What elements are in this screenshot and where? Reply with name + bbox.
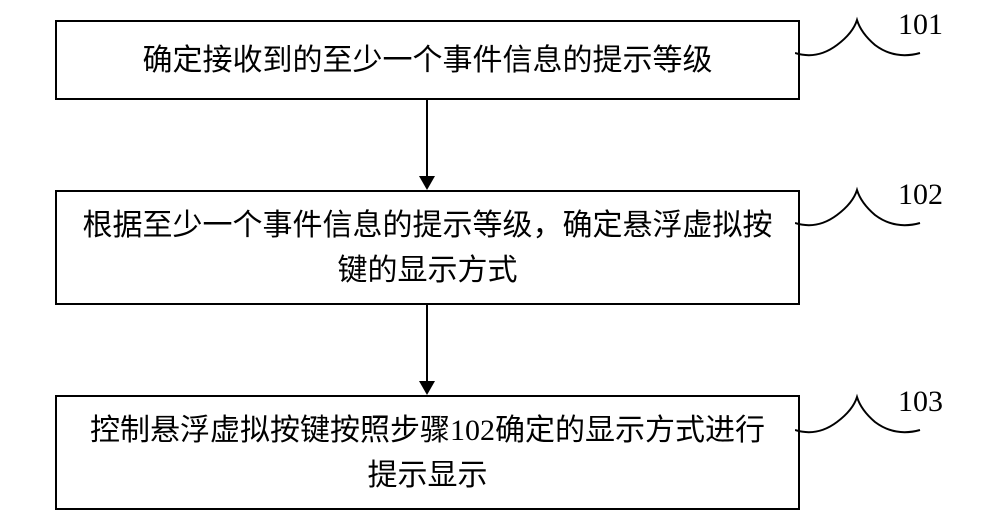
step-label-102: 102 <box>898 178 943 212</box>
flow-box-102: 根据至少一个事件信息的提示等级，确定悬浮虚拟按键的显示方式 <box>55 190 800 305</box>
arrow-head-2 <box>419 381 435 395</box>
flow-box-101-text: 确定接收到的至少一个事件信息的提示等级 <box>143 38 713 83</box>
flow-box-103-text: 控制悬浮虚拟按键按照步骤102确定的显示方式进行提示显示 <box>77 408 778 498</box>
flow-box-101: 确定接收到的至少一个事件信息的提示等级 <box>55 20 800 100</box>
step-label-101: 101 <box>898 8 943 42</box>
flow-box-102-text: 根据至少一个事件信息的提示等级，确定悬浮虚拟按键的显示方式 <box>77 203 778 293</box>
arrow-line-2 <box>426 305 428 381</box>
flow-box-103: 控制悬浮虚拟按键按照步骤102确定的显示方式进行提示显示 <box>55 395 800 510</box>
arrow-line-1 <box>426 100 428 176</box>
arrow-head-1 <box>419 176 435 190</box>
step-label-103: 103 <box>898 385 943 419</box>
